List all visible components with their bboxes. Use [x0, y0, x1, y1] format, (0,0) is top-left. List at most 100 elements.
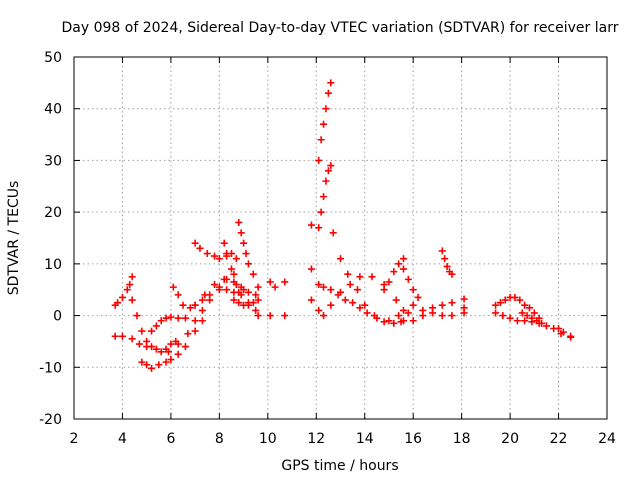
- data-point: [266, 278, 274, 286]
- data-point: [237, 291, 245, 299]
- data-point: [315, 281, 323, 289]
- series-arc-15: [315, 162, 337, 237]
- data-point: [167, 340, 175, 348]
- data-point: [252, 291, 260, 299]
- data-point: [167, 313, 175, 321]
- data-point: [315, 156, 323, 164]
- series-arc-06: [169, 283, 248, 312]
- x-tick-label: 6: [166, 431, 175, 447]
- data-point: [162, 358, 170, 366]
- data-point: [492, 301, 500, 309]
- data-point: [138, 358, 146, 366]
- data-point: [111, 332, 119, 340]
- y-tick-label: 20: [44, 205, 62, 221]
- data-point: [254, 312, 262, 320]
- data-point: [128, 296, 136, 304]
- data-point: [390, 268, 398, 276]
- data-point: [143, 337, 151, 345]
- data-point: [281, 312, 289, 320]
- data-point: [530, 309, 538, 317]
- grid-layer: [74, 57, 607, 419]
- series-arc-17: [315, 273, 412, 320]
- x-tick-label: 4: [118, 431, 127, 447]
- data-point: [223, 275, 231, 283]
- data-point: [327, 79, 335, 87]
- data-point: [162, 314, 170, 322]
- data-point: [148, 327, 156, 335]
- x-tick-label: 22: [550, 431, 568, 447]
- data-point: [123, 286, 131, 294]
- data-point: [322, 105, 330, 113]
- data-point: [344, 270, 352, 278]
- series-arc-25: [492, 293, 543, 322]
- data-point: [198, 306, 206, 314]
- series-arc-09: [191, 239, 240, 263]
- data-point: [152, 322, 160, 330]
- x-tick-label: 10: [259, 431, 277, 447]
- y-tick-label: -20: [39, 412, 62, 428]
- data-point: [404, 275, 412, 283]
- data-point: [186, 304, 194, 312]
- data-point: [518, 309, 526, 317]
- data-point: [492, 309, 500, 317]
- series-arc-04: [138, 317, 206, 372]
- data-point: [395, 260, 403, 268]
- data-point: [252, 306, 260, 314]
- data-point: [499, 312, 507, 320]
- data-point: [538, 319, 546, 327]
- data-point: [174, 350, 182, 358]
- data-point: [133, 312, 141, 320]
- data-point: [128, 335, 136, 343]
- data-point: [167, 356, 175, 364]
- data-point: [542, 322, 550, 330]
- data-point: [448, 312, 456, 320]
- data-point: [356, 273, 364, 281]
- data-point: [181, 343, 189, 351]
- data-point: [235, 299, 243, 307]
- series-arc-24: [460, 295, 468, 317]
- data-point: [235, 218, 243, 226]
- data-point: [399, 255, 407, 263]
- data-point: [249, 270, 257, 278]
- data-point: [281, 278, 289, 286]
- y-tick-label: 40: [44, 102, 62, 118]
- data-point: [516, 296, 524, 304]
- data-point: [385, 278, 393, 286]
- series-arc-11: [235, 218, 262, 291]
- data-point: [174, 314, 182, 322]
- data-point: [320, 283, 328, 291]
- data-point: [143, 361, 151, 369]
- data-point: [244, 260, 252, 268]
- data-point: [349, 299, 357, 307]
- data-point: [320, 120, 328, 128]
- y-tick-label: 0: [53, 309, 62, 325]
- data-point: [191, 327, 199, 335]
- data-point: [390, 319, 398, 327]
- data-point: [501, 296, 509, 304]
- data-point: [237, 283, 245, 291]
- data-point: [438, 301, 446, 309]
- data-point: [368, 273, 376, 281]
- data-point: [157, 317, 165, 325]
- data-point: [327, 162, 335, 170]
- data-point: [414, 293, 422, 301]
- data-point: [307, 265, 315, 273]
- data-point: [223, 250, 231, 258]
- series-arc-20: [399, 265, 422, 301]
- plot-frame: [73, 56, 608, 420]
- data-point: [327, 286, 335, 294]
- x-tick-label: 20: [501, 431, 519, 447]
- data-point: [404, 309, 412, 317]
- data-point: [429, 309, 437, 317]
- series-arc-23: [438, 247, 456, 278]
- data-point: [395, 312, 403, 320]
- data-point: [385, 317, 393, 325]
- data-point: [329, 229, 337, 237]
- y-tick-label: 50: [44, 50, 62, 66]
- x-tick-label: 2: [70, 431, 79, 447]
- series-arc-14: [307, 79, 335, 304]
- data-point: [227, 265, 235, 273]
- series-arc-21: [395, 299, 456, 320]
- data-point: [307, 221, 315, 229]
